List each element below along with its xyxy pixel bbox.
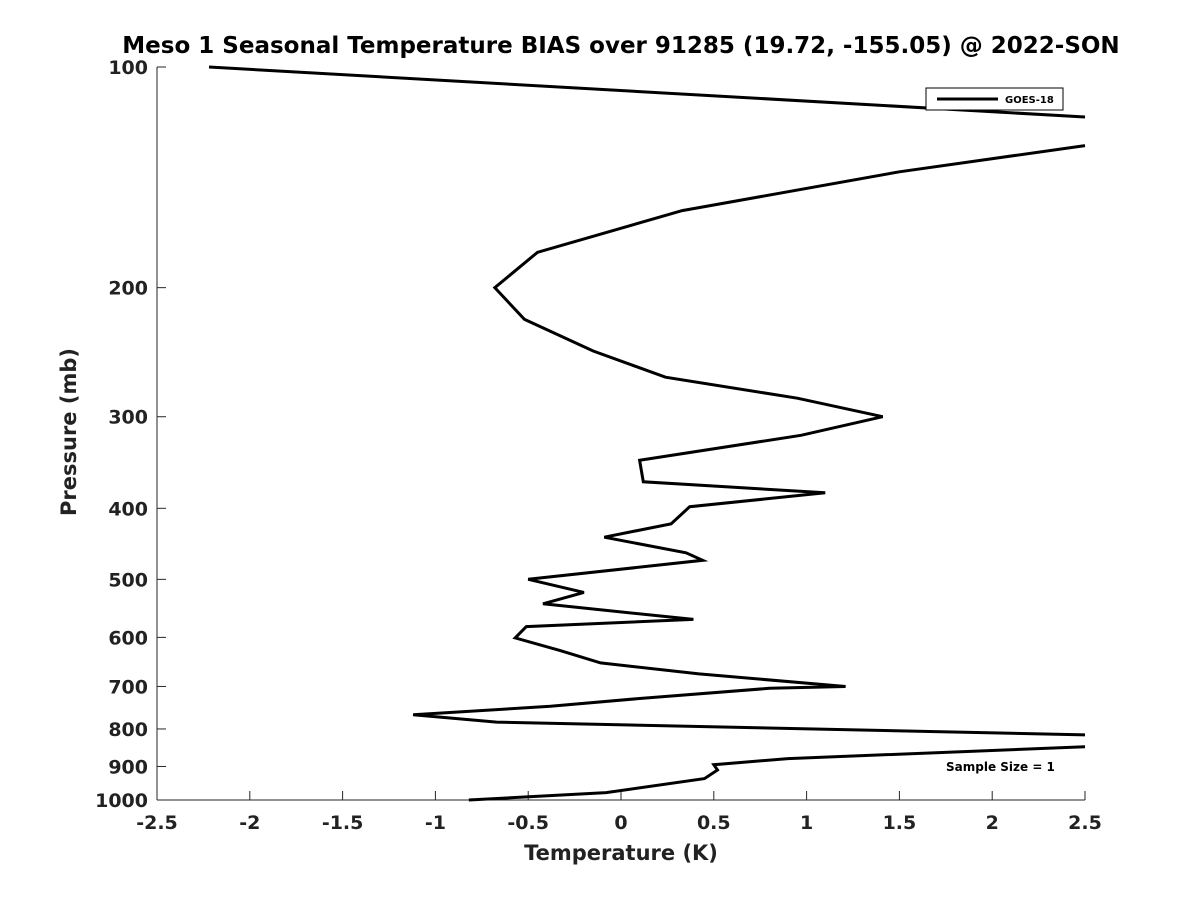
y-tick-label: 100 xyxy=(108,57,148,79)
legend: GOES-18 xyxy=(925,87,1064,111)
x-tick-label: -0.5 xyxy=(507,812,549,834)
series-line-goes-18-segment-2 xyxy=(412,144,1086,737)
x-tick-label: 2 xyxy=(986,812,999,834)
y-tick-label: 1000 xyxy=(95,790,148,812)
x-tick-label: 1 xyxy=(800,812,813,834)
chart-title: Meso 1 Seasonal Temperature BIAS over 91… xyxy=(122,33,1119,59)
x-tick-label: 0 xyxy=(614,812,627,834)
sample-size-annotation: Sample Size = 1 xyxy=(946,760,1055,774)
x-axis-label: Temperature (K) xyxy=(524,841,718,865)
y-tick-label: 800 xyxy=(108,719,148,741)
x-tick-label: -2 xyxy=(239,812,260,834)
y-tick-label: 700 xyxy=(108,676,148,698)
x-tick-label: -2.5 xyxy=(136,812,178,834)
y-axis-label: Pressure (mb) xyxy=(57,348,81,516)
plot-area: -2.5 -2 -1.5 -1 -0.5 0 0.5 1 1.5 2 2.5 100 200 300 400… xyxy=(95,57,1102,834)
x-tick-label: -1 xyxy=(425,812,446,834)
y-tick-label: 400 xyxy=(108,498,148,520)
x-tick-label: 1.5 xyxy=(883,812,917,834)
y-tick-label: 500 xyxy=(108,569,148,591)
series-line-goes-18-segment-3 xyxy=(468,745,1086,802)
y-tick-label: 300 xyxy=(108,407,148,429)
y-tick-label: 600 xyxy=(108,627,148,649)
y-tick-label: 200 xyxy=(108,278,148,300)
x-tick-label: 0.5 xyxy=(697,812,731,834)
x-tick-label: -1.5 xyxy=(322,812,364,834)
y-tick-label: 900 xyxy=(108,756,148,778)
legend-label-goes-18: GOES-18 xyxy=(1005,95,1054,106)
x-tick-label: 2.5 xyxy=(1068,812,1102,834)
